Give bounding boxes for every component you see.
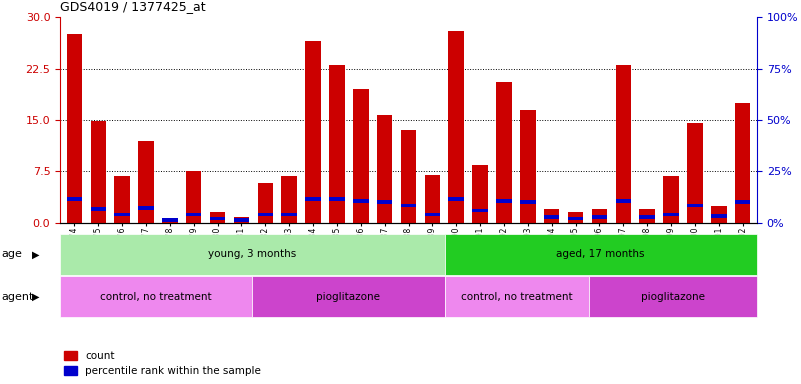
Bar: [449, 31, 464, 223]
Bar: [711, 214, 727, 218]
Bar: [258, 183, 273, 223]
Bar: [66, 197, 83, 200]
Bar: [60, 234, 445, 275]
Bar: [544, 215, 559, 219]
Bar: [115, 176, 130, 223]
Bar: [329, 197, 344, 200]
Bar: [639, 209, 655, 223]
Bar: [568, 217, 583, 220]
Bar: [305, 197, 321, 200]
Bar: [66, 35, 83, 223]
Bar: [445, 276, 589, 317]
Bar: [281, 213, 297, 217]
Bar: [329, 65, 344, 223]
Text: ▶: ▶: [32, 249, 39, 260]
Text: control, no treatment: control, no treatment: [100, 291, 212, 302]
Bar: [445, 234, 757, 275]
Bar: [615, 199, 631, 203]
Text: agent: agent: [2, 291, 34, 302]
Bar: [162, 218, 178, 222]
Text: GDS4019 / 1377425_at: GDS4019 / 1377425_at: [60, 0, 206, 13]
Text: control, no treatment: control, no treatment: [461, 291, 573, 302]
Bar: [234, 217, 249, 223]
Bar: [281, 176, 297, 223]
Bar: [568, 212, 583, 223]
Text: pioglitazone: pioglitazone: [641, 291, 705, 302]
Bar: [353, 199, 368, 203]
Bar: [377, 200, 392, 204]
Bar: [687, 204, 702, 207]
Bar: [663, 213, 678, 217]
Text: age: age: [2, 249, 22, 260]
Legend: count, percentile rank within the sample: count, percentile rank within the sample: [60, 347, 265, 380]
Bar: [252, 276, 445, 317]
Bar: [425, 213, 440, 217]
Bar: [115, 213, 130, 217]
Bar: [589, 276, 757, 317]
Bar: [449, 197, 464, 200]
Bar: [496, 82, 512, 223]
Bar: [425, 175, 440, 223]
Text: aged, 17 months: aged, 17 months: [557, 249, 645, 260]
Bar: [234, 218, 249, 222]
Bar: [210, 217, 225, 220]
Text: ▶: ▶: [32, 291, 39, 302]
Bar: [305, 41, 321, 223]
Bar: [687, 123, 702, 223]
Bar: [353, 89, 368, 223]
Bar: [400, 130, 417, 223]
Bar: [592, 215, 607, 219]
Bar: [473, 209, 488, 212]
Bar: [735, 200, 751, 204]
Bar: [663, 176, 678, 223]
Bar: [377, 114, 392, 223]
Bar: [400, 204, 417, 207]
Text: young, 3 months: young, 3 months: [208, 249, 296, 260]
Bar: [735, 103, 751, 223]
Bar: [186, 171, 202, 223]
Bar: [473, 164, 488, 223]
Bar: [639, 215, 655, 219]
Bar: [258, 213, 273, 217]
Bar: [520, 200, 536, 204]
Bar: [91, 121, 106, 223]
Bar: [544, 209, 559, 223]
Bar: [60, 276, 252, 317]
Bar: [139, 141, 154, 223]
Bar: [592, 209, 607, 223]
Bar: [186, 213, 202, 217]
Bar: [711, 205, 727, 223]
Bar: [162, 218, 178, 223]
Bar: [496, 199, 512, 203]
Bar: [210, 212, 225, 223]
Bar: [91, 207, 106, 211]
Bar: [615, 65, 631, 223]
Bar: [520, 110, 536, 223]
Bar: [139, 206, 154, 210]
Text: pioglitazone: pioglitazone: [316, 291, 380, 302]
